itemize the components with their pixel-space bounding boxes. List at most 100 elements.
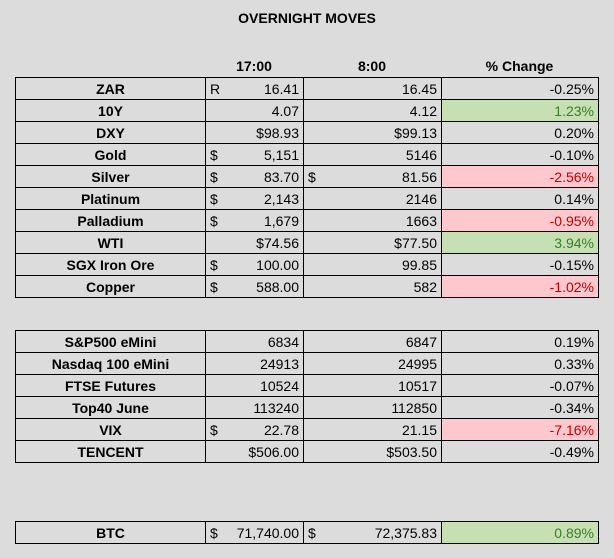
pct-change-cell[interactable]: -0.15% [441, 253, 599, 276]
price-1700-cell[interactable]: $2,143 [205, 187, 304, 210]
pct-change-cell[interactable]: -1.02% [441, 275, 599, 298]
price-800-cell[interactable]: 16.45 [303, 77, 442, 100]
price-value: 10517 [398, 377, 437, 394]
asset-name-cell[interactable]: Nasdaq 100 eMini [15, 352, 206, 375]
price-1700-cell[interactable]: $100.00 [205, 253, 304, 276]
asset-name-cell[interactable]: Gold [15, 143, 206, 166]
currency-prefix: $ [210, 524, 218, 541]
column-header-800[interactable]: 8:00 [357, 58, 387, 74]
asset-name-cell[interactable]: 10Y [15, 99, 206, 122]
price-800-cell[interactable]: 99.85 [303, 253, 442, 276]
price-800-cell[interactable]: $99.13 [303, 121, 442, 144]
asset-name-cell[interactable]: Silver [15, 165, 206, 188]
commodities-table: ZAR R 16.41 16.45 -0.25% 10Y 4.07 4.12 1.23% DXY $… [15, 77, 599, 298]
price-1700-cell[interactable]: $83.70 [205, 165, 304, 188]
price-800-cell[interactable]: 2146 [303, 187, 442, 210]
pct-change-cell[interactable]: 0.14% [441, 187, 599, 210]
price-800-cell[interactable]: $72,375.83 [303, 521, 442, 544]
currency-prefix: $ [210, 278, 218, 295]
pct-change-cell[interactable]: 0.89% [441, 521, 599, 544]
price-1700-cell[interactable]: 10524 [205, 374, 304, 397]
asset-name-cell[interactable]: S&P500 eMini [15, 330, 206, 353]
price-value: 71,740.00 [236, 524, 299, 541]
price-800-cell[interactable]: $81.56 [303, 165, 442, 188]
pct-change-cell[interactable]: 0.19% [441, 330, 599, 353]
price-value: $98.93 [256, 124, 299, 141]
price-800-cell[interactable]: 112850 [303, 396, 442, 419]
column-header-pct-change[interactable]: % Change [485, 58, 554, 74]
price-value: 5146 [405, 146, 437, 163]
price-1700-cell[interactable]: $5,151 [205, 143, 304, 166]
pct-change-cell[interactable]: -0.49% [441, 440, 599, 463]
price-1700-cell[interactable]: 113240 [205, 396, 304, 419]
asset-name-cell[interactable]: SGX Iron Ore [15, 253, 206, 276]
price-800-cell[interactable]: 582 [303, 275, 442, 298]
price-800-cell[interactable]: 1663 [303, 209, 442, 232]
pct-change-cell[interactable]: 3.94% [441, 231, 599, 254]
price-value: 81.56 [401, 168, 437, 185]
pct-change-cell[interactable]: -0.07% [441, 374, 599, 397]
price-value: 588.00 [256, 278, 299, 295]
price-1700-cell[interactable]: 6834 [205, 330, 304, 353]
price-800-cell[interactable]: 10517 [303, 374, 442, 397]
price-1700-cell[interactable]: $506.00 [205, 440, 304, 463]
asset-name-cell[interactable]: DXY [15, 121, 206, 144]
asset-name-cell[interactable]: TENCENT [15, 440, 206, 463]
pct-change-cell[interactable]: -0.95% [441, 209, 599, 232]
price-1700-cell[interactable]: $98.93 [205, 121, 304, 144]
pct-change-cell[interactable]: -0.10% [441, 143, 599, 166]
cell-content: 6834 [210, 334, 299, 350]
column-header-1700[interactable]: 17:00 [236, 58, 272, 74]
price-1700-cell[interactable]: 24913 [205, 352, 304, 375]
asset-name-cell[interactable]: ZAR [15, 77, 206, 100]
cell-content: $81.56 [308, 169, 437, 185]
price-1700-cell[interactable]: $22.78 [205, 418, 304, 441]
pct-change-cell[interactable]: -0.25% [441, 77, 599, 100]
cell-content: 4.12 [308, 103, 437, 119]
table-row: DXY $98.93 $99.13 0.20% [15, 121, 599, 144]
price-800-cell[interactable]: 24995 [303, 352, 442, 375]
pct-change-cell[interactable]: 0.33% [441, 352, 599, 375]
price-1700-cell[interactable]: $588.00 [205, 275, 304, 298]
price-1700-cell[interactable]: R 16.41 [205, 77, 304, 100]
price-value: 1,679 [263, 212, 299, 229]
pct-change-cell[interactable]: -2.56% [441, 165, 599, 188]
asset-name-cell[interactable]: Palladium [15, 209, 206, 232]
pct-change-cell[interactable]: -0.34% [441, 396, 599, 419]
cell-content: 113240 [210, 400, 299, 416]
price-800-cell[interactable]: $77.50 [303, 231, 442, 254]
table-row: Copper $588.00 582 -1.02% [15, 275, 599, 298]
asset-name-cell[interactable]: WTI [15, 231, 206, 254]
price-value: 100.00 [256, 256, 299, 273]
price-1700-cell[interactable]: 4.07 [205, 99, 304, 122]
price-800-cell[interactable]: $503.50 [303, 440, 442, 463]
asset-name-cell[interactable]: VIX [15, 418, 206, 441]
pct-change-cell[interactable]: -7.16% [441, 418, 599, 441]
price-800-cell[interactable]: 4.12 [303, 99, 442, 122]
asset-name-cell[interactable]: BTC [15, 521, 206, 544]
asset-name-cell[interactable]: FTSE Futures [15, 374, 206, 397]
price-1700-cell[interactable]: $71,740.00 [205, 521, 304, 544]
currency-prefix: R [210, 80, 221, 97]
price-800-cell[interactable]: 6847 [303, 330, 442, 353]
price-value: $74.56 [256, 234, 299, 251]
asset-name-cell[interactable]: Platinum [15, 187, 206, 210]
cell-content: 4.07 [210, 103, 299, 119]
pct-change-cell[interactable]: 0.20% [441, 121, 599, 144]
asset-name-cell[interactable]: Top40 June [15, 396, 206, 419]
price-value: 4.12 [409, 102, 437, 119]
asset-name-cell[interactable]: Copper [15, 275, 206, 298]
crypto-table: BTC $71,740.00 $72,375.83 0.89% [15, 521, 599, 544]
currency-prefix: $ [210, 168, 218, 185]
price-value: $99.13 [394, 124, 437, 141]
cell-content: 16.45 [308, 81, 437, 97]
price-value: $506.00 [248, 443, 299, 460]
price-1700-cell[interactable]: $1,679 [205, 209, 304, 232]
price-value: 2,143 [263, 190, 299, 207]
price-1700-cell[interactable]: $74.56 [205, 231, 304, 254]
pct-change-cell[interactable]: 1.23% [441, 99, 599, 122]
price-800-cell[interactable]: 5146 [303, 143, 442, 166]
price-800-cell[interactable]: 21.15 [303, 418, 442, 441]
price-value: $503.50 [386, 443, 437, 460]
price-value: 6834 [267, 333, 299, 350]
